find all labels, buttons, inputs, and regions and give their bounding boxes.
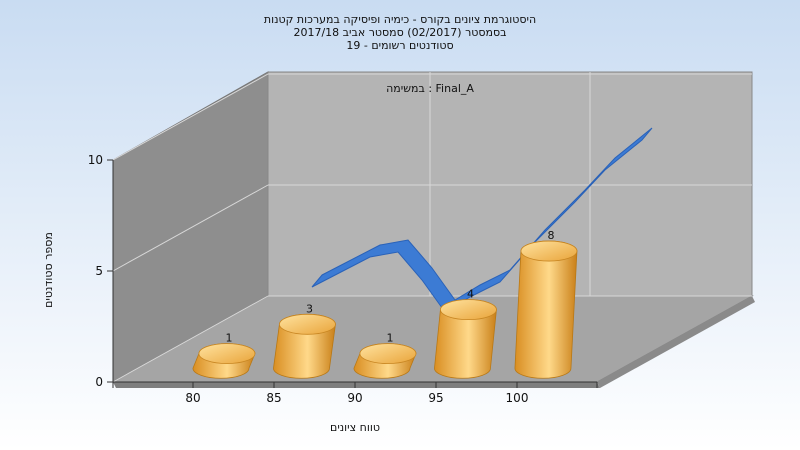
bar-value-label: 4 (467, 288, 474, 301)
trend-curve (311, 127, 653, 313)
bar: 8 (514, 229, 578, 379)
bar: 3 (273, 302, 336, 379)
bar: 1 (353, 332, 417, 379)
bar-top (520, 240, 578, 262)
chart-title-line3: סטודנטים רשומים - 19 (346, 39, 454, 52)
chart-title-line2: בסמסטר (02/2017) סמסטר אביב 2017/18 (293, 26, 507, 39)
bar-top (198, 343, 256, 365)
y-tick-label: 5 (95, 264, 103, 278)
floor-edge (113, 382, 600, 388)
bar: 1 (192, 332, 256, 379)
grid-line (112, 73, 269, 161)
y-tick-label: 10 (88, 153, 103, 167)
x-tick-label: 80 (185, 391, 200, 405)
y-axis-label: מספר סטודנטים (42, 232, 55, 308)
bar-value-label: 1 (225, 332, 232, 345)
back-wall (267, 71, 753, 297)
bar-value-label: 8 (547, 229, 554, 242)
x-tick-label: 90 (347, 391, 362, 405)
bar: 4 (434, 288, 497, 379)
bar-value-label: 1 (386, 332, 393, 345)
right-edge (597, 296, 755, 388)
bar-body (514, 240, 578, 379)
x-tick-label: 100 (506, 391, 529, 405)
bar-top (440, 299, 497, 321)
chart-title-line1: היסטוגרמת ציונים בקורס - כימיה ופיסיקה ב… (263, 13, 537, 26)
bar-top (359, 343, 417, 365)
y-tick-label: 0 (95, 375, 103, 389)
bar-value-label: 3 (306, 302, 313, 315)
chart-annotation: במשימה : Final_A (386, 82, 474, 95)
x-tick-label: 85 (266, 391, 281, 405)
bar-top (279, 313, 336, 335)
grid-line (112, 184, 269, 272)
x-tick-label: 95 (428, 391, 443, 405)
grid-line (112, 295, 269, 383)
x-axis-label: טווח ציונים (330, 421, 380, 434)
